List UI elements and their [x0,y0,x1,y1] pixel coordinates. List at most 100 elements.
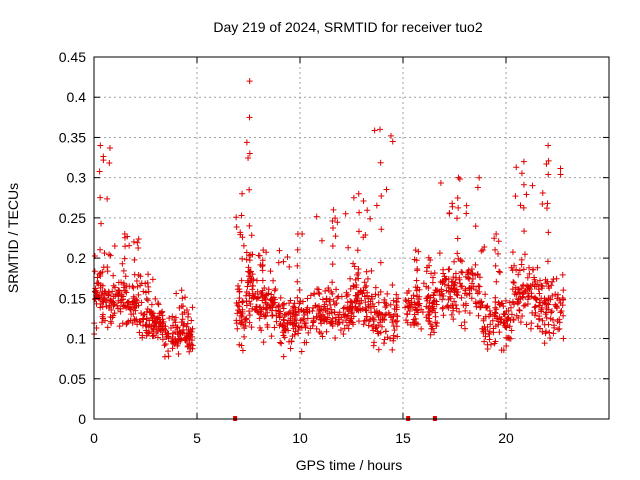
data-point [510,279,517,286]
data-point [373,202,380,209]
data-point [110,272,117,279]
data-point [132,307,139,314]
data-point [493,278,500,285]
data-point [539,328,546,335]
data-point [458,268,465,275]
data-point [234,286,241,293]
data-point [243,256,250,263]
data-point [153,315,160,322]
data-point [538,282,545,289]
data-point [243,289,250,296]
data-point [557,171,564,178]
data-point [520,281,527,288]
data-point [119,260,126,267]
data-point [98,319,105,326]
data-point [182,337,189,344]
data-point [281,300,288,307]
data-point [529,182,536,189]
data-point [545,157,552,164]
data-point [406,307,413,314]
data-point [100,294,107,301]
data-point [497,316,504,323]
data-point [431,329,438,336]
data-point [97,142,104,149]
data-point [545,142,552,149]
data-point [472,223,479,230]
data-point [121,230,128,237]
data-point [139,334,146,341]
data-point [544,300,551,307]
data-point [375,299,382,306]
data-point [283,311,290,318]
data-point [133,277,140,284]
data-point [153,324,160,331]
data-point [494,315,501,322]
data-point [309,308,316,315]
data-point [404,311,411,318]
data-point [423,283,430,290]
data-point [331,301,338,308]
data-point [534,264,541,271]
data-points-layer [91,78,567,421]
data-point [183,334,190,341]
data-point [452,301,459,308]
data-point [263,305,270,312]
data-point [233,299,240,306]
data-point [395,295,402,302]
data-point [330,206,337,213]
data-point [263,291,270,298]
data-point [367,215,374,222]
data-point [523,191,530,198]
data-point [438,286,445,293]
data-point [178,303,185,310]
data-point [525,293,532,300]
data-point [394,333,401,340]
data-point [91,268,98,275]
data-point [234,325,241,332]
data-point [454,292,461,299]
data-point [478,298,485,305]
data-point [97,194,104,201]
data-point [101,250,108,257]
data-point [183,323,190,330]
data-point [128,311,135,318]
data-point [126,242,133,249]
data-point [111,243,118,250]
data-point [360,197,367,204]
data-point [268,302,275,309]
data-point [257,311,264,318]
data-point [355,318,362,325]
data-point [363,307,370,314]
data-point [136,318,143,325]
data-point [350,260,357,267]
data-point [463,202,470,209]
data-point [382,328,389,335]
data-point [553,305,560,312]
data-point [255,294,262,301]
data-point [505,307,512,314]
data-point [311,291,318,298]
y-tick-label: 0.45 [59,49,86,65]
data-point [456,308,463,315]
data-point [347,285,354,292]
data-point [429,307,436,314]
data-point [484,303,491,310]
data-point [293,312,300,319]
data-point [389,319,396,326]
data-point [121,302,128,309]
data-point [411,322,418,329]
data-point [393,291,400,298]
data-point [445,282,452,289]
data-point [362,299,369,306]
data-point [545,283,552,290]
data-point [168,325,175,331]
data-point [108,306,115,313]
data-point [239,347,246,354]
data-point [545,296,552,303]
data-point [359,306,366,313]
data-point [240,242,247,249]
data-point [476,274,483,281]
data-point [103,296,110,303]
data-point [310,319,317,326]
